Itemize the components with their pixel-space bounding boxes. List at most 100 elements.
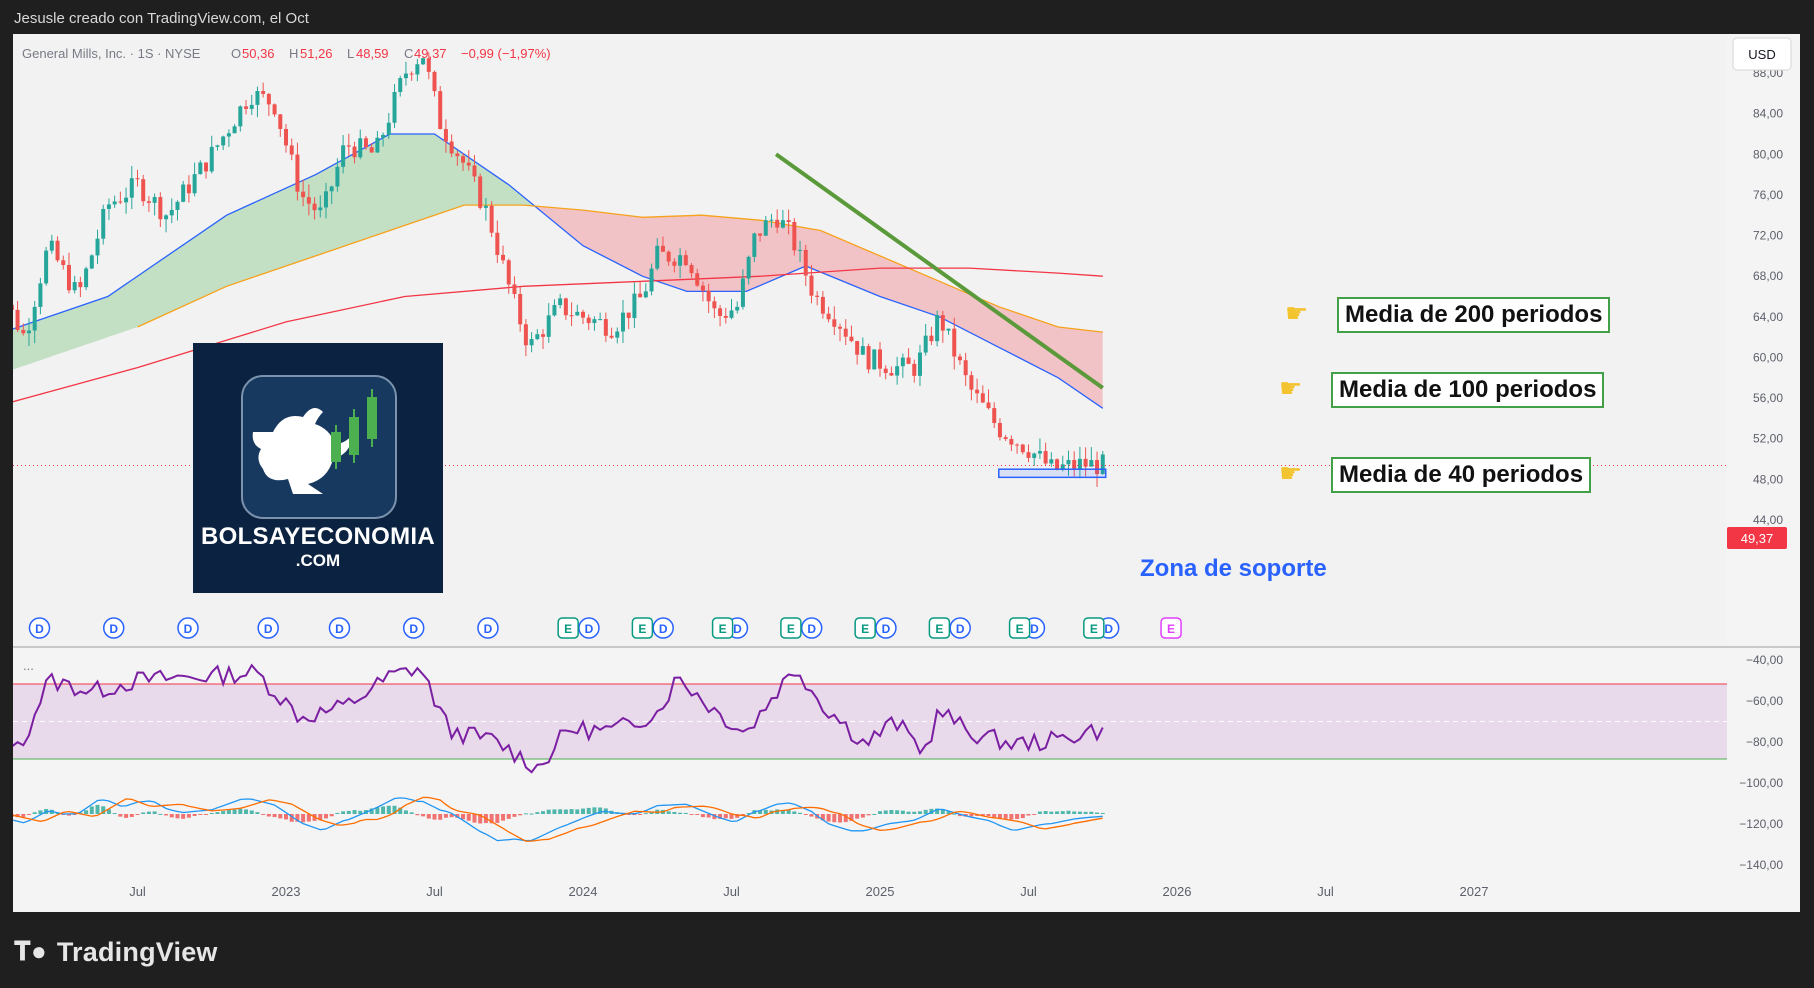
candle-body xyxy=(563,298,568,316)
earnings-marker xyxy=(1160,617,1182,639)
earnings-marker-label: E xyxy=(564,622,572,636)
macd-histogram-bar xyxy=(244,809,249,814)
macd-histogram-bar xyxy=(992,814,997,818)
macd-histogram-bar xyxy=(261,814,266,815)
candle-body xyxy=(655,245,660,269)
macd-histogram-bar xyxy=(84,810,89,814)
time-axis-label: 2024 xyxy=(569,884,598,899)
candle-body xyxy=(369,147,374,153)
candle-body xyxy=(758,233,763,236)
candle-body xyxy=(518,293,523,325)
logo-domain: .COM xyxy=(295,551,341,570)
macd-histogram-bar xyxy=(169,814,174,818)
macd-histogram-bar xyxy=(466,814,471,821)
candle-body xyxy=(181,184,186,202)
candle-body xyxy=(769,219,774,221)
macd-histogram-bar xyxy=(221,811,226,814)
macd-histogram-bar xyxy=(957,814,962,817)
candle-body xyxy=(1089,460,1094,467)
macd-histogram-bar xyxy=(546,809,551,814)
symbol-name[interactable]: General Mills, Inc. · 1S · NYSE xyxy=(22,46,201,61)
candle-body xyxy=(278,114,283,129)
candle-body xyxy=(1026,452,1031,458)
close-value: 49,37 xyxy=(414,46,447,61)
candle-body xyxy=(917,352,922,376)
pointing-hand-icon: ☛ xyxy=(1285,298,1309,328)
currency-button[interactable] xyxy=(1732,37,1792,71)
candle-body xyxy=(13,304,14,310)
candle-body xyxy=(740,278,745,307)
macd-histogram-bar xyxy=(158,813,163,815)
candle-body xyxy=(346,145,351,147)
candle-body xyxy=(61,260,66,266)
macd-histogram-bar xyxy=(866,814,871,816)
dividend-marker xyxy=(477,617,499,639)
macd-histogram-bar xyxy=(718,814,723,819)
candle-body xyxy=(838,326,843,329)
candle-body xyxy=(900,357,905,367)
candle-body xyxy=(706,290,711,302)
earnings-marker-label: E xyxy=(1090,622,1098,636)
tradingview-logo[interactable]: 𝐓● TradingView xyxy=(14,936,218,968)
macd-histogram-bar xyxy=(798,812,803,814)
macd-histogram-bar xyxy=(289,814,294,822)
candle-body xyxy=(683,255,688,266)
macd-histogram-bar xyxy=(129,814,134,817)
candle-body xyxy=(403,73,408,79)
candle-body xyxy=(552,305,557,316)
rsi-line xyxy=(13,663,1104,774)
candle-body xyxy=(569,315,574,317)
macd-histogram-bar xyxy=(626,814,631,815)
bolsayeconomia-logo: BOLSAYECONOMIA .COM xyxy=(193,343,443,593)
macd-histogram-bar xyxy=(1100,812,1105,814)
pane-separator[interactable] xyxy=(13,646,1800,648)
earnings-marker xyxy=(711,617,734,639)
ma-cloud xyxy=(535,206,1103,409)
dividend-marker-label: D xyxy=(264,622,273,636)
candle-body xyxy=(1095,460,1100,474)
candle-body xyxy=(295,154,300,192)
dividend-marker xyxy=(578,617,600,639)
candle-body xyxy=(192,174,197,194)
pointing-hand-icon: ☛ xyxy=(1279,458,1303,488)
macd-histogram-bar xyxy=(809,814,814,817)
macd-histogram-bar xyxy=(438,814,443,820)
candle-body xyxy=(226,133,231,137)
dividend-marker-label: D xyxy=(184,622,193,636)
dividend-marker xyxy=(28,617,51,639)
low-value: 48,59 xyxy=(356,46,389,61)
candle-body xyxy=(912,363,917,376)
macd-histogram-bar xyxy=(175,814,180,819)
macd-histogram-bar xyxy=(695,814,700,815)
candle-body xyxy=(55,240,60,261)
candle-body xyxy=(649,268,654,292)
macd-histogram-bar xyxy=(740,814,745,816)
tradingview-brand: TradingView xyxy=(56,936,218,967)
macd-histogram-bar xyxy=(1095,812,1100,814)
candle-body xyxy=(289,145,294,155)
candle-body xyxy=(929,335,934,342)
candle-body xyxy=(752,233,757,257)
candle-body xyxy=(352,146,357,158)
earnings-marker xyxy=(780,617,802,639)
candle-body xyxy=(906,357,911,364)
candle-body xyxy=(878,349,882,369)
ma200-line xyxy=(13,267,1103,403)
price-axis-label: 44,00 xyxy=(1753,513,1783,527)
earnings-marker xyxy=(1083,617,1105,639)
candle-body xyxy=(358,138,363,158)
candle-body xyxy=(426,58,431,72)
candle-body xyxy=(432,71,437,92)
rsi-pane-menu[interactable]: ... xyxy=(23,658,34,673)
candle-body xyxy=(38,283,43,307)
candle-body xyxy=(940,315,945,331)
earnings-marker xyxy=(928,617,951,639)
earnings-marker xyxy=(854,617,876,639)
macd-histogram-bar xyxy=(238,808,243,814)
candle-body xyxy=(112,201,117,205)
candle-body xyxy=(689,265,694,274)
ma100-label: Media de 100 periodos xyxy=(1331,372,1605,408)
macd-histogram-bar xyxy=(900,810,905,814)
dividend-marker xyxy=(177,617,199,639)
